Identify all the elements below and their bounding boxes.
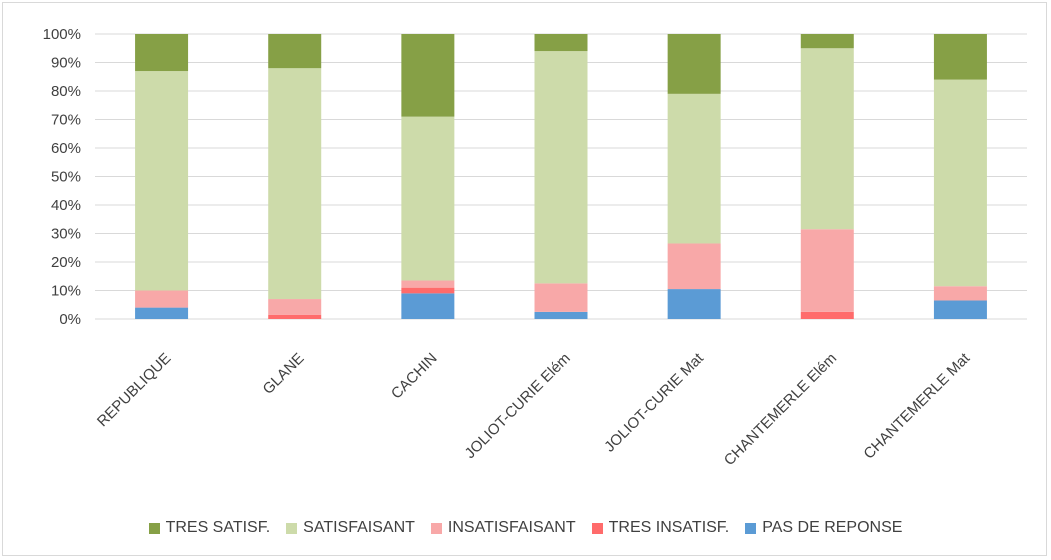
bar-segment: [534, 51, 588, 284]
legend-swatch: [745, 522, 757, 534]
bar-segment: [135, 307, 189, 319]
chart-legend: TRES SATISF. SATISFAISANT INSATISFAISANT TR…: [0, 516, 1051, 540]
legend-item: INSATISFAISANT: [430, 519, 576, 537]
bar-segment: [268, 314, 322, 319]
bar-segment: [401, 280, 455, 288]
y-tick-label: 80%: [51, 83, 81, 100]
legend-swatch: [148, 522, 160, 534]
bar-segment: [401, 116, 455, 281]
y-tick-label: 70%: [51, 112, 81, 129]
legend-swatch: [286, 522, 298, 534]
legend-item: TRES SATISF.: [148, 519, 271, 537]
y-tick-label: 40%: [51, 197, 81, 214]
y-tick-label: 90%: [51, 55, 81, 72]
legend-label: TRES SATISF.: [165, 519, 271, 536]
bar-segment: [135, 71, 189, 291]
x-category-label: CACHIN: [388, 350, 441, 403]
bar-segment: [667, 289, 721, 319]
y-tick-label: 30%: [51, 226, 81, 243]
bar-segment: [800, 311, 854, 319]
bar-segment: [800, 48, 854, 230]
bar-segment: [667, 243, 721, 290]
legend-label: TRES INSATISF.: [608, 519, 730, 536]
bar-segment: [268, 299, 322, 315]
bar-segment: [135, 34, 189, 72]
y-tick-label: 60%: [51, 140, 81, 157]
y-tick-label: 10%: [51, 283, 81, 300]
legend-label: PAS DE REPONSE: [762, 519, 903, 536]
y-tick-label: 20%: [51, 254, 81, 271]
bar-segment: [268, 68, 322, 300]
bar-segment: [401, 293, 455, 319]
bar-segment: [534, 311, 588, 319]
bar-segment: [933, 79, 987, 287]
x-category-label: CHANTEMERLE Elém: [721, 350, 840, 469]
legend-item: TRES INSATISF.: [591, 519, 730, 537]
stacked-bar-chart: 0% 10% 20% 30% 40% 50% 60% 70% 80% 90% 100% REPUBLI…: [43, 26, 1027, 469]
x-category-label: CHANTEMERLE Mat: [860, 349, 973, 462]
bar-segment: [268, 34, 322, 69]
bar-segment: [800, 34, 854, 49]
x-category-label: GLANE: [260, 350, 308, 398]
bar-segment: [800, 229, 854, 312]
bar-segment: [534, 283, 588, 312]
bar-segment: [933, 34, 987, 80]
x-category-label: REPUBLIQUE: [94, 350, 174, 430]
legend-item: PAS DE REPONSE: [745, 519, 902, 537]
x-category-label: JOLIOT-CURIE Mat: [601, 349, 707, 455]
bar-segment: [667, 34, 721, 94]
bar-segment: [401, 287, 455, 294]
legend-item: SATISFAISANT: [286, 519, 415, 537]
legend-label: INSATISFAISANT: [447, 519, 576, 536]
bar-segment: [534, 34, 588, 52]
x-category-label: JOLIOT-CURIE Elém: [462, 350, 574, 462]
bar-segment: [667, 93, 721, 244]
bar-segment: [933, 286, 987, 301]
bar-segment: [401, 34, 455, 117]
bar-segment: [933, 300, 987, 319]
y-tick-label: 100%: [43, 26, 81, 43]
y-tick-label: 0%: [59, 311, 81, 328]
legend-label: SATISFAISANT: [303, 519, 415, 536]
y-tick-label: 50%: [51, 169, 81, 186]
bar-segment: [135, 290, 189, 308]
legend-swatch: [591, 522, 603, 534]
legend-swatch: [430, 522, 442, 534]
